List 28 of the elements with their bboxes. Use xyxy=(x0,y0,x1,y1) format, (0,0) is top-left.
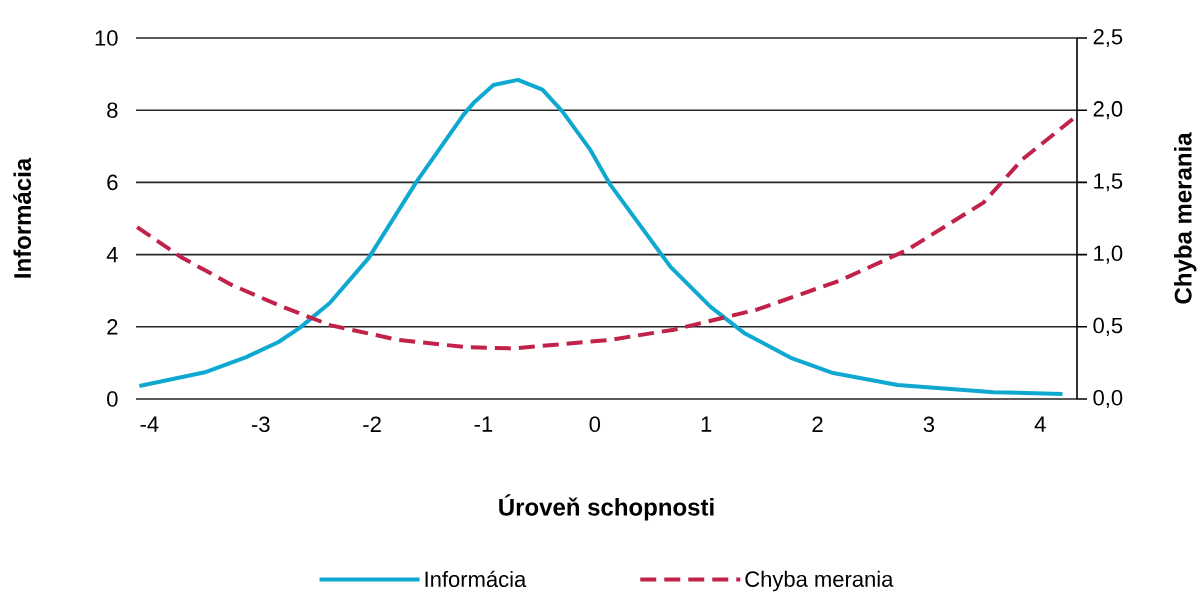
y2-tick-label: 0,0 xyxy=(1093,389,1123,409)
x-tick-label: 2 xyxy=(812,416,823,432)
x-tick-label: -1 xyxy=(474,416,493,432)
y-tick-label: 0 xyxy=(107,391,118,407)
y2-tick-label: 1,0 xyxy=(1094,245,1123,264)
x-tick-label: -4 xyxy=(140,416,159,432)
y2-axis-title: Chyba merania xyxy=(1174,132,1197,304)
x-tick-label: 1 xyxy=(701,416,712,432)
x-tick-label: 0 xyxy=(589,416,601,433)
line-series xyxy=(136,115,1077,351)
y2-tick-label: 1,5 xyxy=(1094,173,1123,192)
y-axis-title: Informácia xyxy=(13,157,32,278)
y-tick-label: 4 xyxy=(106,247,118,263)
x-tick-label: 4 xyxy=(1034,416,1046,432)
y-tick-label: 8 xyxy=(107,102,118,118)
y-tick-label: 6 xyxy=(107,174,118,191)
x-tick-label: -3 xyxy=(251,416,270,433)
x-axis-title: Úroveň schopnosti xyxy=(499,494,714,521)
legend-label: Informácia xyxy=(425,570,527,588)
y-tick-label: 2 xyxy=(107,319,118,335)
y2-tick-label: 0,5 xyxy=(1093,317,1123,336)
legend-label: Chyba merania xyxy=(745,570,894,592)
y2-tick-label: 2,0 xyxy=(1093,101,1123,120)
y2-tick-label: 2,5 xyxy=(1093,28,1123,48)
x-tick-label: -2 xyxy=(363,416,381,432)
y-tick-label: 10 xyxy=(95,30,118,46)
x-tick-label: 3 xyxy=(923,416,935,433)
line-series xyxy=(137,77,1065,396)
